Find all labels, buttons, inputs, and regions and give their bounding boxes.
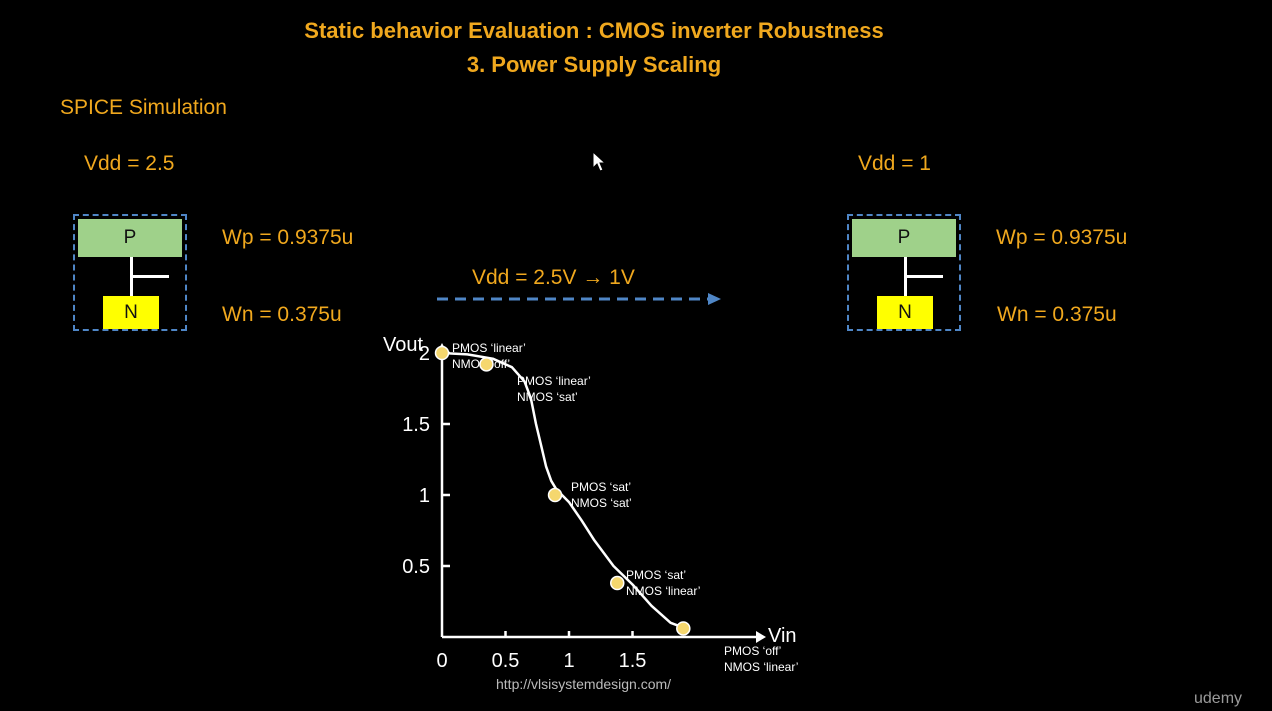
operating-point-marker <box>479 357 494 372</box>
source-url[interactable]: http://vlsisystemdesign.com/ <box>496 676 672 692</box>
left-pmos-block: P <box>78 219 182 257</box>
left-inverter-diagram: P N <box>73 214 187 331</box>
vdd-scaling-label: Vdd = 2.5V → 1V <box>472 266 635 289</box>
operating-point-marker <box>610 575 625 591</box>
x-tick-label: 0.5 <box>492 650 520 672</box>
region-annotation-pmos: PMOS ‘off’ <box>724 644 781 658</box>
x-axis-label: Vin <box>768 625 797 647</box>
region-annotation-nmos: NMOS ‘linear’ <box>626 584 700 598</box>
region-annotation-pmos: PMOS ‘sat’ <box>571 480 631 494</box>
right-vdd-label: Vdd = 1 <box>858 152 931 175</box>
left-nmos-block: N <box>103 296 159 329</box>
vtc-curve <box>441 351 691 632</box>
right-wn-label: Wn = 0.375u <box>997 303 1117 326</box>
region-annotation-nmos: NMOS ‘sat’ <box>517 390 578 404</box>
left-wp-label: Wp = 0.9375u <box>222 226 354 249</box>
left-wn-label: Wn = 0.375u <box>222 303 342 326</box>
right-wp-label: Wp = 0.9375u <box>996 226 1128 249</box>
right-inverter-diagram: P N <box>847 214 961 331</box>
x-tick-label: 0 <box>436 650 447 672</box>
y-tick-label: 1.5 <box>402 414 430 436</box>
udemy-watermark: udemy <box>1194 690 1243 707</box>
slide-title-line2: 3. Power Supply Scaling <box>466 52 722 77</box>
left-vdd-label: Vdd = 2.5 <box>84 152 175 175</box>
section-heading: SPICE Simulation <box>60 96 227 119</box>
x-axis-arrowhead <box>756 631 766 643</box>
operating-point-marker <box>434 345 450 361</box>
region-annotation-pmos: PMOS ‘sat’ <box>626 568 686 582</box>
x-tick-label: 1.5 <box>619 650 647 672</box>
region-annotation-nmos: NMOS ‘sat’ <box>571 496 632 510</box>
y-tick-label: 0.5 <box>402 556 430 578</box>
region-annotation-nmos: NMOS ‘linear’ <box>724 660 798 674</box>
slide-title-line1: Static behavior Evaluation : CMOS invert… <box>304 18 884 43</box>
right-inverter-gate <box>904 275 943 278</box>
right-nmos-block: N <box>877 296 933 329</box>
scaling-arrow <box>437 293 721 305</box>
scaling-arrow-head <box>708 293 721 305</box>
right-pmos-block: P <box>852 219 956 257</box>
region-annotation-pmos: PMOS ‘linear’ <box>452 341 526 355</box>
y-tick-label: 1 <box>419 485 430 507</box>
left-inverter-gate <box>130 275 169 278</box>
operating-point-marker <box>547 487 563 503</box>
x-tick-label: 1 <box>563 650 574 672</box>
region-annotation-pmos: PMOS ‘linear’ <box>517 374 591 388</box>
y-axis-label: Vout <box>383 334 423 356</box>
mouse-cursor-icon <box>592 151 607 172</box>
operating-point-marker <box>676 621 691 636</box>
y-tick-label: 2 <box>419 343 430 365</box>
